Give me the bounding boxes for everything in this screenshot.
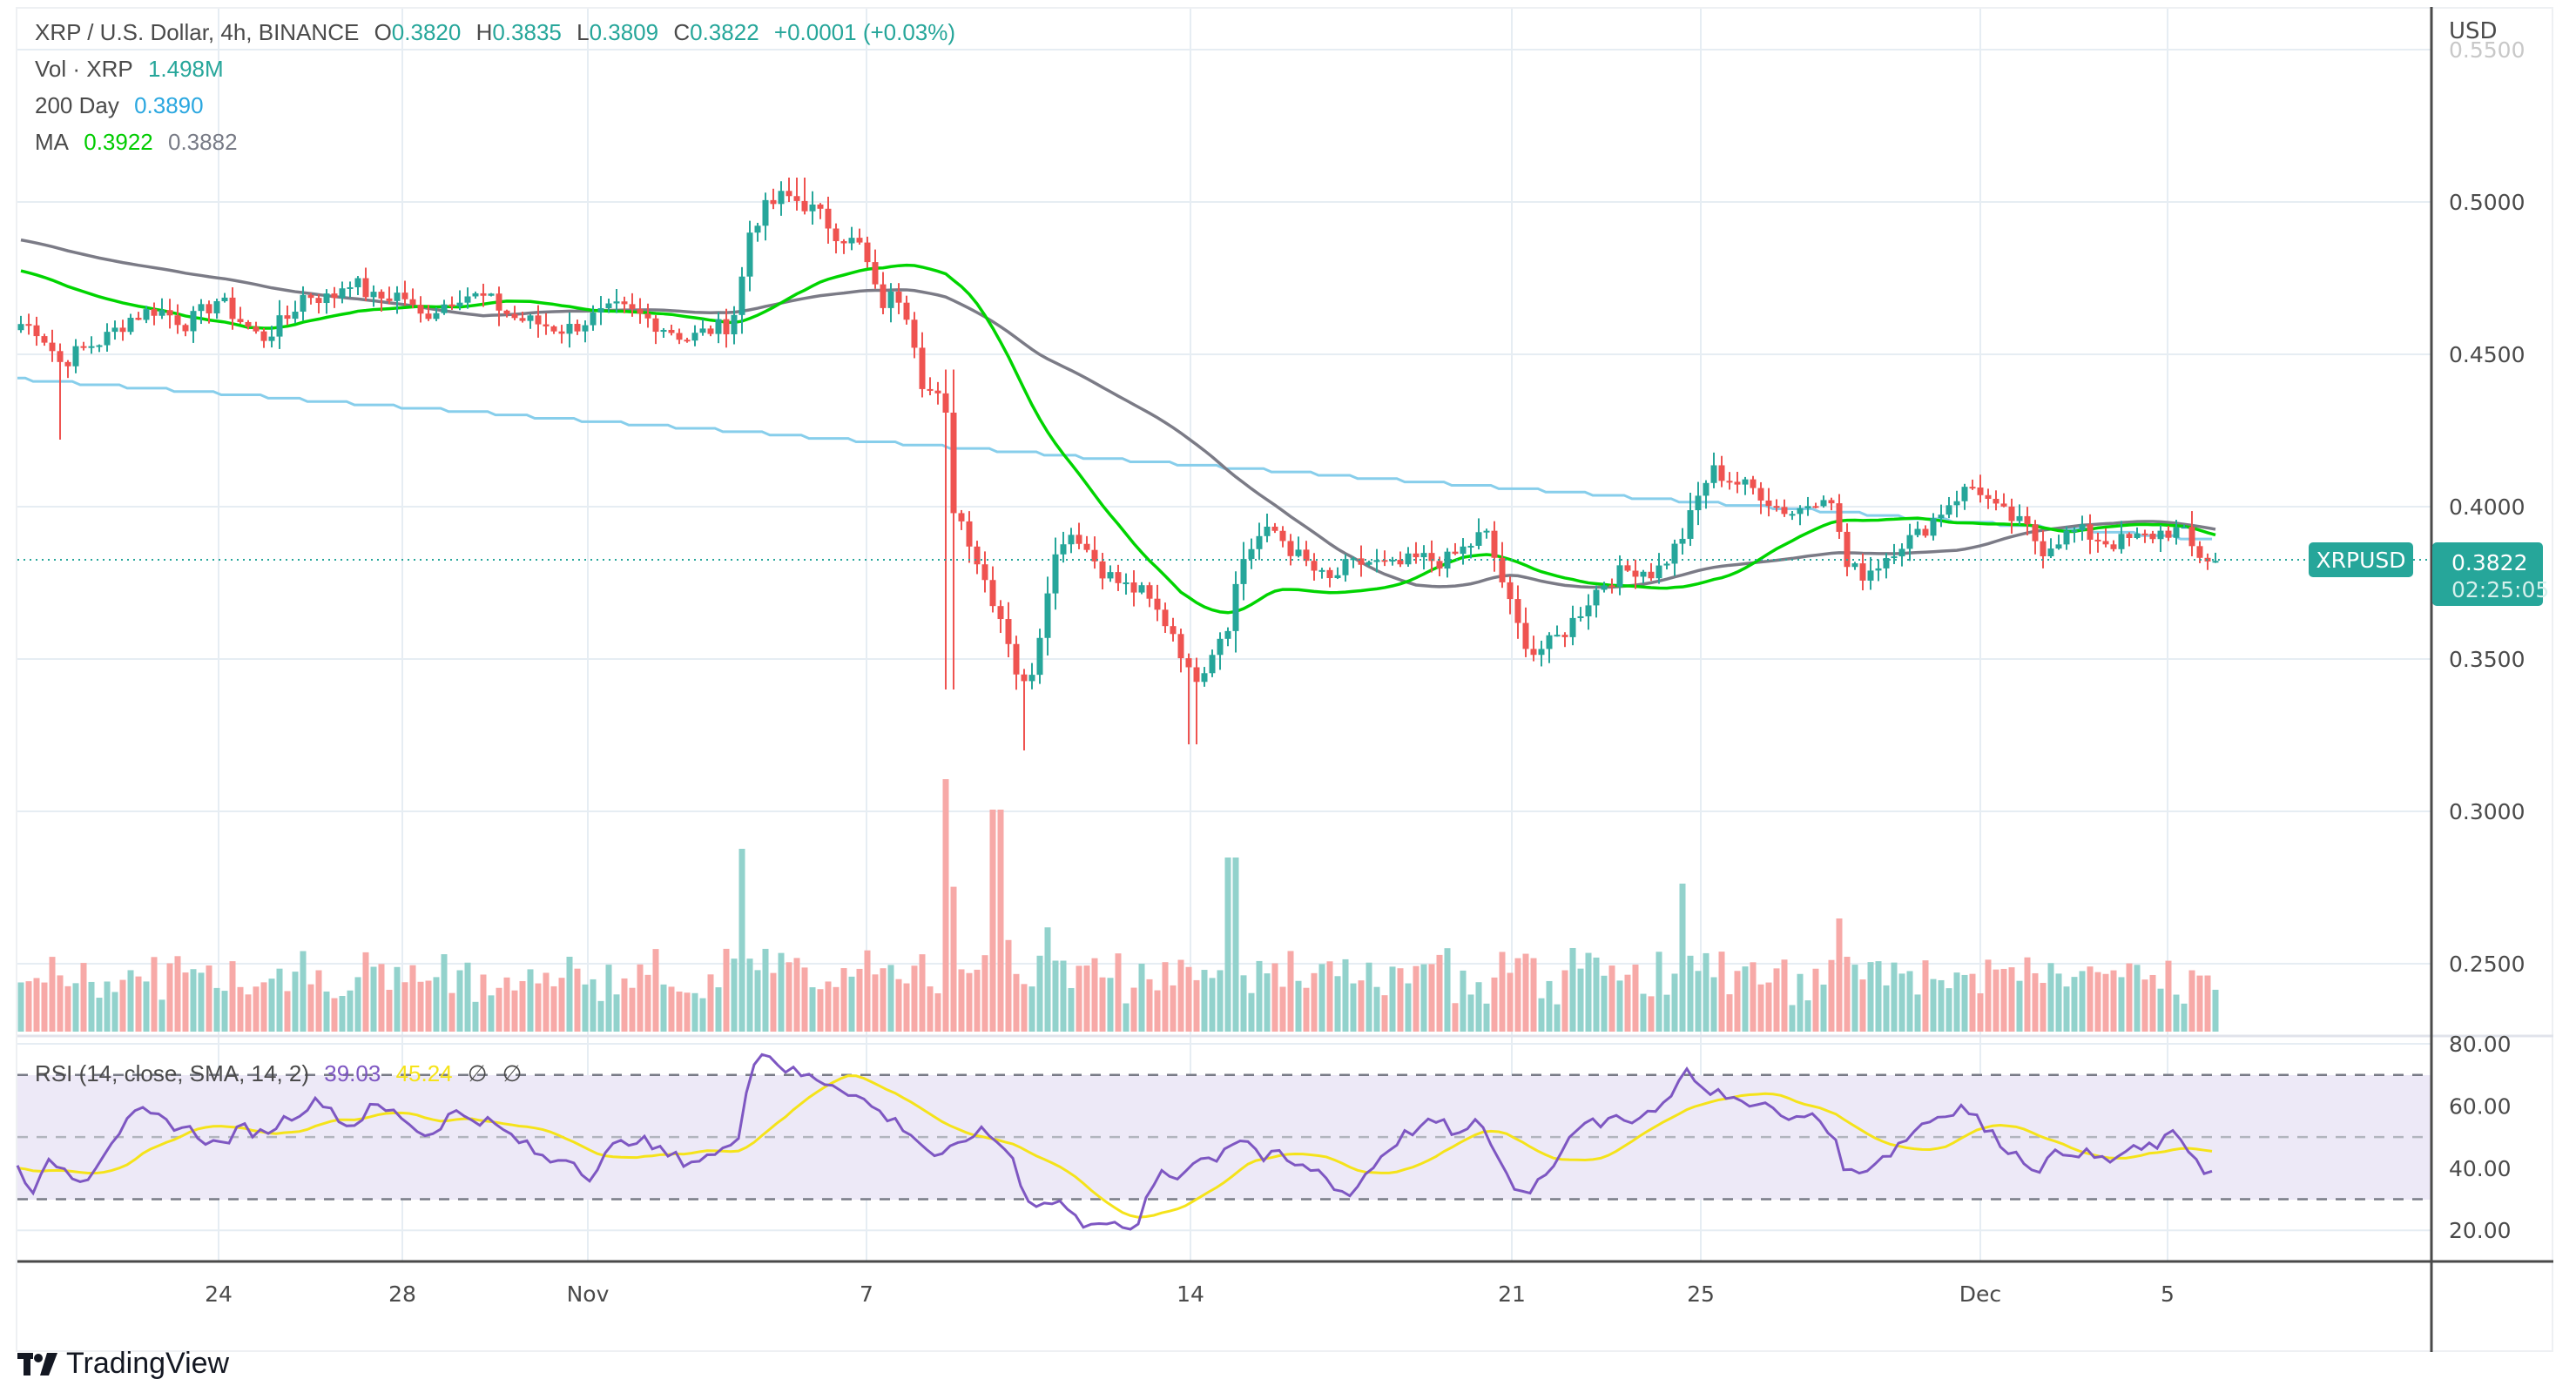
ma200day-value: 0.3890 [134, 92, 204, 118]
time-tick: 5 [2161, 1281, 2175, 1307]
time-tick: 24 [205, 1281, 233, 1307]
volume-label: Vol · XRP [35, 56, 133, 82]
last-price-tag: 0.3822 [2451, 550, 2527, 575]
rsi-label: RSI (14, close, SMA, 14, 2) [35, 1060, 310, 1086]
ma-legend[interactable]: MA 0.3922 0.3882 [35, 129, 246, 156]
time-tick: 7 [860, 1281, 873, 1307]
rsi-tick: 20.00 [2449, 1218, 2512, 1243]
bar-countdown: 02:25:05 [2451, 577, 2549, 602]
rsi-extra-2: ∅ [502, 1060, 523, 1086]
rsi-legend[interactable]: RSI (14, close, SMA, 14, 2) 39.03 45.24 … [35, 1060, 530, 1087]
symbol-tag: XRPUSD [2316, 548, 2406, 573]
ma200day-label: 200 Day [35, 92, 119, 118]
ma200day-legend[interactable]: 200 Day 0.3890 [35, 92, 212, 119]
time-axis[interactable]: 24 28 Nov 7 14 21 25 Dec 5 [205, 1281, 2175, 1307]
rsi-tick: 80.00 [2449, 1032, 2512, 1057]
price-tick: 0.5000 [2449, 190, 2525, 215]
tradingview-logo[interactable]: TradingView [17, 1347, 229, 1381]
price-tick: 0.4500 [2449, 342, 2525, 367]
volume-value: 1.498M [147, 56, 224, 82]
ma-label: MA [35, 129, 69, 155]
ma-200day-line [17, 376, 2212, 541]
rsi-level-lines [17, 1073, 2431, 1201]
time-tick: Nov [567, 1281, 610, 1307]
tradingview-logo-icon [17, 1352, 57, 1375]
ohlc-open: O0.3820 [374, 19, 462, 45]
rsi-line [16, 1053, 2213, 1231]
volume-legend[interactable]: Vol · XRP 1.498M [35, 56, 233, 83]
rsi-tick: 40.00 [2449, 1156, 2512, 1181]
time-tick: Dec [1959, 1281, 2001, 1307]
last-price-tag-bg [2432, 542, 2543, 606]
rsi-sma-value: 45.24 [395, 1060, 453, 1086]
ohlc-close: C0.3822 [673, 19, 759, 45]
volume-bars [17, 779, 2219, 1032]
symbol-title[interactable]: XRP / U.S. Dollar, 4h, BINANCE [35, 19, 360, 45]
price-tick: 0.3000 [2449, 799, 2525, 824]
time-tick: 21 [1498, 1281, 1526, 1307]
chart-frame [16, 7, 2553, 1352]
symbol-tag-bg [2309, 542, 2413, 577]
price-tick: 0.5500 [2449, 37, 2525, 63]
rsi-value: 39.03 [324, 1060, 381, 1086]
ma-value-slow: 0.3882 [168, 129, 238, 155]
ohlc-high: H0.3835 [475, 19, 562, 45]
currency-label[interactable]: USD [2449, 18, 2498, 44]
price-tick: 0.4000 [2449, 494, 2525, 520]
ohlc-change: +0.0001 (+0.03%) [773, 19, 956, 45]
time-tick: 25 [1687, 1281, 1715, 1307]
rsi-sma-line [17, 1074, 2213, 1219]
rsi-axis[interactable]: 80.00 60.00 40.00 20.00 [2449, 1032, 2512, 1243]
price-axis[interactable]: 0.5500 0.5000 0.4500 0.4000 0.3500 0.3000 0.25… [2449, 37, 2525, 977]
time-tick: 14 [1177, 1281, 1204, 1307]
price-tick: 0.3500 [2449, 647, 2525, 672]
time-tick: 28 [388, 1281, 416, 1307]
rsi-tick: 60.00 [2449, 1093, 2512, 1119]
symbol-legend[interactable]: XRP / U.S. Dollar, 4h, BINANCE O0.3820 H… [35, 19, 964, 46]
rsi-extra-1: ∅ [467, 1060, 488, 1086]
price-tick: 0.2500 [2449, 952, 2525, 977]
ohlc-low: L0.3809 [577, 19, 659, 45]
ma-value-fast: 0.3922 [84, 129, 153, 155]
tradingview-wordmark: TradingView [66, 1347, 230, 1380]
candlesticks [17, 178, 2219, 750]
ma-fast-line [20, 263, 2216, 615]
